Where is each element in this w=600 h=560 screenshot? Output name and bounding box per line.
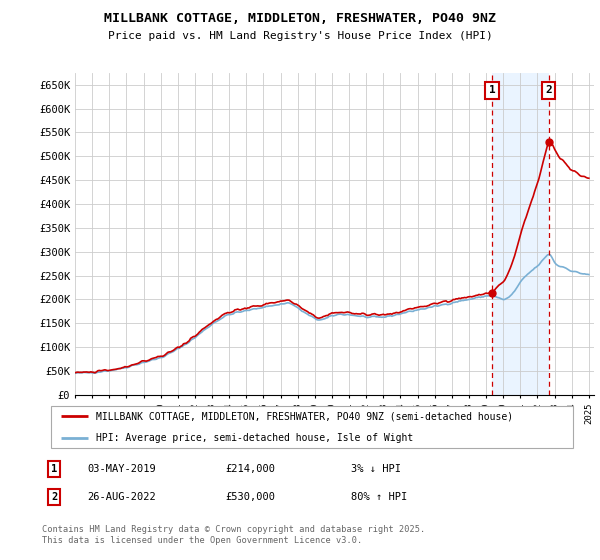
Text: £214,000: £214,000 [225, 464, 275, 474]
Text: 3% ↓ HPI: 3% ↓ HPI [351, 464, 401, 474]
FancyBboxPatch shape [50, 405, 573, 449]
Text: £530,000: £530,000 [225, 492, 275, 502]
Text: 03-MAY-2019: 03-MAY-2019 [87, 464, 156, 474]
Text: HPI: Average price, semi-detached house, Isle of Wight: HPI: Average price, semi-detached house,… [95, 433, 413, 443]
Text: MILLBANK COTTAGE, MIDDLETON, FRESHWATER, PO40 9NZ: MILLBANK COTTAGE, MIDDLETON, FRESHWATER,… [104, 12, 496, 25]
Text: Contains HM Land Registry data © Crown copyright and database right 2025.
This d: Contains HM Land Registry data © Crown c… [42, 525, 425, 545]
Text: 1: 1 [51, 464, 57, 474]
Text: 2: 2 [51, 492, 57, 502]
Text: Price paid vs. HM Land Registry's House Price Index (HPI): Price paid vs. HM Land Registry's House … [107, 31, 493, 41]
Text: 2: 2 [545, 86, 552, 95]
Bar [492, 73, 548, 395]
Text: MILLBANK COTTAGE, MIDDLETON, FRESHWATER, PO40 9NZ (semi-detached house): MILLBANK COTTAGE, MIDDLETON, FRESHWATER,… [95, 411, 512, 421]
Text: 26-AUG-2022: 26-AUG-2022 [87, 492, 156, 502]
Text: 80% ↑ HPI: 80% ↑ HPI [351, 492, 407, 502]
Text: 1: 1 [488, 86, 495, 95]
